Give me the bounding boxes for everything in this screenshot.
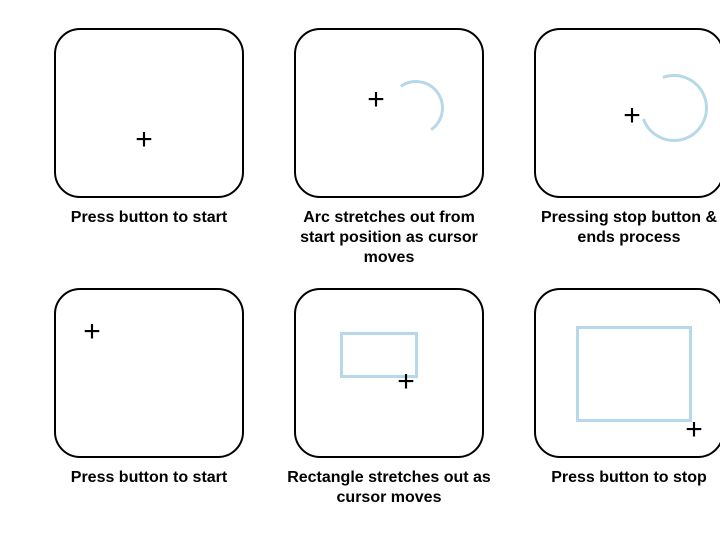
panel-r2c3: + — [534, 288, 720, 458]
panel-r1c1: + — [54, 28, 244, 198]
caption-r1c2: Arc stretches out from start position as… — [284, 204, 494, 282]
panel-r2c1: + — [54, 288, 244, 458]
cursor-cross-icon: + — [367, 85, 385, 115]
cursor-cross-icon: + — [685, 415, 703, 445]
caption-r2c3: Press button to stop — [524, 464, 720, 522]
arc-shape — [629, 63, 719, 153]
arc-shape — [384, 76, 449, 141]
cursor-cross-icon: + — [135, 125, 153, 155]
panel-r1c2: + — [294, 28, 484, 198]
diagram-grid: + + + Press button to start Arc stretche… — [0, 0, 720, 542]
panel-r1c3: + — [534, 28, 720, 198]
cursor-cross-icon: + — [623, 101, 641, 131]
caption-r2c1: Press button to start — [44, 464, 254, 522]
caption-r1c1: Press button to start — [44, 204, 254, 282]
cursor-cross-icon: + — [397, 367, 415, 397]
panel-r2c2: + — [294, 288, 484, 458]
caption-r2c2: Rectangle stretches out as cursor moves — [284, 464, 494, 522]
caption-r1c3: Pressing stop button & ends process — [524, 204, 720, 282]
cursor-cross-icon: + — [83, 317, 101, 347]
rect-shape — [576, 326, 692, 422]
